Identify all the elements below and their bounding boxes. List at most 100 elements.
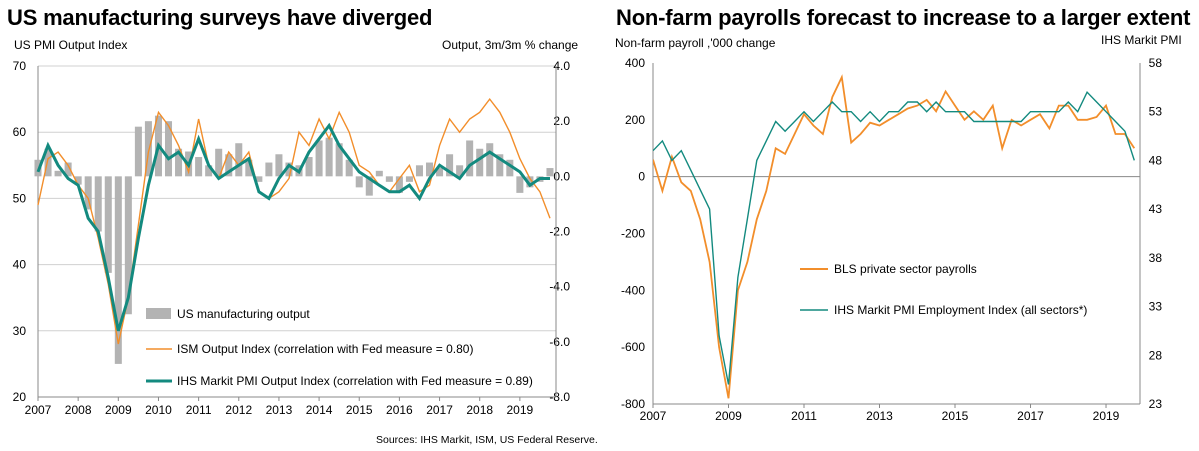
output-bar (315, 140, 323, 177)
left-x-tick-label: 2009 (105, 403, 132, 417)
output-bar (64, 162, 72, 177)
right-right-tick-label: 38 (1149, 251, 1163, 265)
left-y-tick-label: 70 (13, 59, 27, 73)
output-bar (325, 137, 333, 177)
right-y-tick-label: 200 (625, 113, 645, 127)
output-bar (164, 121, 173, 177)
right-right-axis-label: IHS Markit PMI (1101, 33, 1182, 47)
output-bar (265, 162, 273, 177)
right-chart-title: Non-farm payrolls forecast to increase t… (616, 5, 1191, 30)
right-x-tick-label: 2011 (791, 409, 817, 423)
left-x-tick-label: 2015 (346, 403, 373, 417)
output-bar (114, 176, 122, 364)
right-x-tick-label: 2017 (1017, 409, 1044, 423)
output-bar (74, 176, 82, 185)
left-x-tick-label: 2012 (225, 403, 252, 417)
output-bar (144, 121, 152, 177)
legend-label-employment: IHS Markit PMI Employment Index (all sec… (834, 303, 1087, 317)
left-x-tick-label: 2007 (25, 403, 52, 417)
left-right-tick-label: 2.0 (553, 114, 570, 128)
output-bar (305, 157, 313, 177)
output-bar (44, 148, 52, 177)
right-y-axis-label: Non-farm payroll ,'000 change (615, 36, 776, 50)
left-x-tick-label: 2018 (466, 403, 493, 417)
output-bar (516, 176, 524, 193)
left-right-tick-label: -2.0 (549, 225, 570, 239)
left-x-tick-label: 2017 (426, 403, 453, 417)
right-y-tick-label: 0 (638, 170, 645, 184)
legend-label-ism: ISM Output Index (correlation with Fed m… (177, 342, 473, 356)
output-bar (215, 148, 223, 177)
right-x-tick-label: 2009 (715, 409, 742, 423)
legend-swatch-bar (146, 308, 171, 319)
output-bar (395, 176, 403, 193)
output-bar (365, 176, 373, 196)
output-bar (385, 176, 393, 182)
right-x-tick-label: 2013 (866, 409, 893, 423)
left-right-tick-label: -4.0 (549, 280, 570, 294)
output-bar (375, 170, 383, 177)
right-y-tick-label: 400 (625, 56, 645, 70)
output-bar (436, 168, 444, 177)
output-bar (255, 176, 263, 182)
output-bar (486, 143, 494, 177)
left-right-axis-label: Output, 3m/3m % change (442, 38, 579, 52)
left-x-tick-label: 2011 (186, 403, 212, 417)
pmi-output-line (36, 122, 550, 332)
right-y-tick-label: -600 (621, 340, 645, 354)
output-bar (425, 162, 434, 177)
output-bar (54, 170, 62, 177)
right-y-tick-label: -200 (621, 227, 645, 241)
output-bar (195, 157, 203, 177)
right-right-tick-label: 53 (1149, 105, 1163, 119)
left-x-tick-label: 2008 (65, 403, 92, 417)
left-x-tick-label: 2019 (507, 403, 534, 417)
output-bar (275, 154, 283, 177)
left-y-tick-label: 60 (13, 125, 27, 139)
output-bar (84, 176, 92, 210)
output-bar (134, 126, 142, 177)
right-right-tick-label: 28 (1149, 348, 1163, 362)
left-chart-title: US manufacturing surveys have diverged (7, 5, 433, 30)
right-right-tick-label: 23 (1149, 397, 1163, 411)
output-bar (175, 148, 183, 177)
left-x-tick-label: 2016 (386, 403, 413, 417)
output-bar (456, 165, 464, 177)
legend-label-pmi: IHS Markit PMI Output Index (correlation… (177, 374, 533, 388)
output-bar (124, 176, 132, 315)
right-right-tick-label: 48 (1149, 153, 1163, 167)
output-bar (405, 176, 413, 182)
right-right-tick-label: 33 (1149, 300, 1163, 314)
output-bar (506, 159, 514, 177)
output-bar (466, 140, 474, 177)
right-x-tick-label: 2015 (942, 409, 969, 423)
ism-output-line (37, 97, 551, 345)
output-bar (526, 176, 534, 188)
left-right-tick-label: -8.0 (549, 390, 570, 404)
output-bar (345, 159, 353, 177)
left-y-tick-label: 50 (13, 191, 27, 205)
pmi-employment-line (653, 90, 1135, 385)
right-y-tick-label: -800 (621, 397, 645, 411)
right-x-tick-label: 2019 (1093, 409, 1120, 423)
bls-payrolls-line (653, 74, 1136, 399)
source-note: Sources: IHS Markit, ISM, US Federal Res… (376, 434, 598, 446)
output-bar (335, 143, 343, 177)
output-bar (225, 154, 233, 177)
right-x-tick-label: 2007 (640, 409, 667, 423)
output-bar (235, 143, 243, 177)
legend-label-bls: BLS private sector payrolls (834, 262, 977, 276)
left-y-tick-label: 20 (13, 390, 27, 404)
right-y-tick-label: -400 (621, 283, 645, 297)
output-bar (476, 148, 484, 177)
left-y-tick-label: 40 (13, 258, 27, 272)
left-x-tick-label: 2013 (266, 403, 293, 417)
left-x-tick-label: 2014 (306, 403, 333, 417)
output-bar (245, 159, 253, 177)
left-x-tick-label: 2010 (145, 403, 172, 417)
output-bar (94, 176, 102, 232)
right-right-tick-label: 58 (1149, 56, 1163, 70)
output-bar (104, 176, 112, 273)
output-bar (355, 176, 363, 188)
